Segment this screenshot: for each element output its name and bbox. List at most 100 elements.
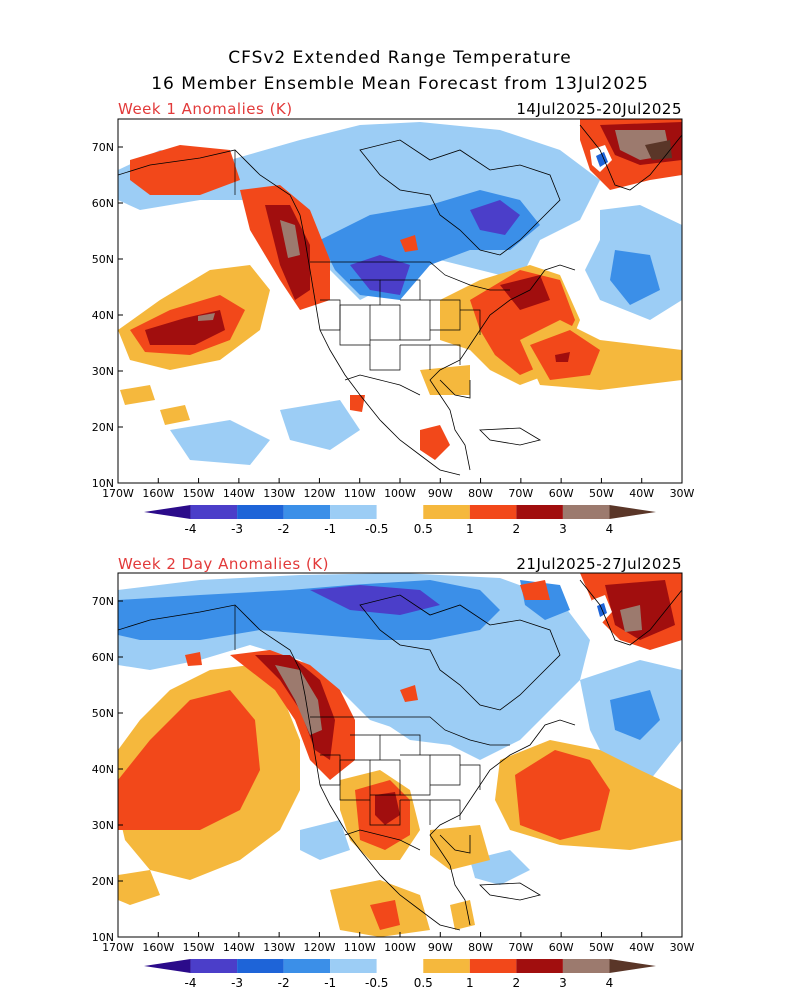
colorbar-swatch xyxy=(423,505,470,519)
longitude-label: 100W xyxy=(384,941,416,954)
longitude-label: 90W xyxy=(428,941,453,954)
panel-2-label: Week 2 Day Anomalies (K) xyxy=(118,555,329,573)
panel-2-dates: 21Jul2025-27Jul2025 xyxy=(516,555,682,573)
longitude-label: 60W xyxy=(549,487,574,500)
colorbar-low-triangle xyxy=(144,959,191,973)
longitude-label: 140W xyxy=(223,941,255,954)
colorbar-swatch xyxy=(562,959,610,973)
latitude-label: 30N xyxy=(92,365,114,378)
latitude-label: 60N xyxy=(92,651,114,664)
colorbar-tick-label: -2 xyxy=(278,976,290,990)
warm-anomaly-field xyxy=(118,573,682,937)
colorbar-swatch xyxy=(237,959,284,973)
colorbar-tick-label: 4 xyxy=(606,522,614,536)
coastlines xyxy=(118,124,682,476)
title-line-2: 16 Member Ensemble Mean Forecast from 13… xyxy=(151,74,649,94)
colorbar-tick-label: -0.5 xyxy=(365,976,388,990)
longitude-label: 160W xyxy=(142,487,174,500)
colorbar-tick-label: -0.5 xyxy=(365,522,388,536)
colorbar-swatch xyxy=(562,505,610,519)
latitude-label: 30N xyxy=(92,819,114,832)
colorbar-swatch xyxy=(237,505,284,519)
colorbar-high-triangle xyxy=(609,505,656,519)
latitude-label: 50N xyxy=(92,707,114,720)
colorbar-high-triangle xyxy=(609,959,656,973)
colorbar-tick-label: -1 xyxy=(324,522,336,536)
latitude-label: 10N xyxy=(92,931,114,944)
colorbar-tick-label: -1 xyxy=(324,976,336,990)
longitude-label: 50W xyxy=(589,487,614,500)
colorbar-tick-label: 3 xyxy=(559,976,567,990)
colorbar-tick-label: -4 xyxy=(185,976,197,990)
latitude-label: 60N xyxy=(92,197,114,210)
week-1-anomaly-map xyxy=(118,119,682,483)
longitude-label: 90W xyxy=(428,487,453,500)
longitude-label: 80W xyxy=(468,487,493,500)
longitude-label: 120W xyxy=(303,941,335,954)
latitude-label: 20N xyxy=(92,421,114,434)
colorbar-swatch xyxy=(330,959,377,973)
colorbar-tick-label: -3 xyxy=(231,522,243,536)
latitude-label: 10N xyxy=(92,477,114,490)
cool-anomaly-field xyxy=(118,122,682,465)
colorbar-swatch xyxy=(516,505,563,519)
longitude-label: 150W xyxy=(183,487,215,500)
colorbar-swatch xyxy=(376,959,424,973)
longitude-label: 140W xyxy=(223,487,255,500)
panel-1-label: Week 1 Anomalies (K) xyxy=(118,100,293,118)
longitude-label: 160W xyxy=(142,941,174,954)
colorbar-swatch xyxy=(469,959,517,973)
colorbar-swatch xyxy=(330,505,377,519)
longitude-label: 70W xyxy=(508,487,533,500)
longitude-label: 110W xyxy=(344,487,376,500)
longitude-label: 50W xyxy=(589,941,614,954)
colorbar-tick-label: 1 xyxy=(466,976,474,990)
latitude-label: 70N xyxy=(92,141,114,154)
colorbar-swatch xyxy=(516,959,563,973)
longitude-label: 110W xyxy=(344,941,376,954)
latitude-label: 20N xyxy=(92,875,114,888)
colorbar: -4 -3 -2 -1 -0.5 0.5 1 2 3 4 xyxy=(144,959,656,990)
colorbar-swatch xyxy=(376,505,424,519)
latitude-label: 40N xyxy=(92,763,114,776)
latitude-label: 50N xyxy=(92,253,114,266)
political-borders xyxy=(234,605,510,851)
longitude-label: 30W xyxy=(670,941,695,954)
longitude-label: 170W xyxy=(102,941,134,954)
warm-anomaly-field xyxy=(118,119,682,460)
political-borders xyxy=(234,150,510,396)
colorbar-tick-label: 2 xyxy=(513,976,521,990)
cool-anomaly-field xyxy=(118,573,682,885)
longitude-label: 130W xyxy=(263,487,295,500)
colorbar-tick-label: -2 xyxy=(278,522,290,536)
longitude-label: 100W xyxy=(384,487,416,500)
longitude-label: 40W xyxy=(629,941,654,954)
longitude-label: 130W xyxy=(263,941,295,954)
colorbar-tick-label: 2 xyxy=(513,522,521,536)
colorbar-swatch xyxy=(190,959,238,973)
colorbar-tick-label: -4 xyxy=(185,522,197,536)
longitude-label: 120W xyxy=(303,487,335,500)
colorbar-swatch xyxy=(469,505,517,519)
colorbar-tick-label: -3 xyxy=(231,976,243,990)
panel-1-dates: 14Jul2025-20Jul2025 xyxy=(516,100,682,118)
colorbar-tick-label: 1 xyxy=(466,522,474,536)
longitude-label: 80W xyxy=(468,941,493,954)
colorbar-swatch xyxy=(423,959,470,973)
colorbar-tick-label: 3 xyxy=(559,522,567,536)
longitude-label: 40W xyxy=(629,487,654,500)
colorbar-swatch xyxy=(283,505,331,519)
longitude-label: 150W xyxy=(183,941,215,954)
colorbar-tick-label: 4 xyxy=(606,976,614,990)
colorbar-low-triangle xyxy=(144,505,191,519)
longitude-label: 60W xyxy=(549,941,574,954)
coastlines xyxy=(118,579,682,931)
colorbar-swatch xyxy=(283,959,331,973)
latitude-label: 40N xyxy=(92,309,114,322)
colorbar-tick-label: 0.5 xyxy=(414,976,433,990)
colorbar-tick-label: 0.5 xyxy=(414,522,433,536)
colorbar-swatch xyxy=(190,505,238,519)
week-2-anomaly-map xyxy=(118,573,682,937)
longitude-label: 170W xyxy=(102,487,134,500)
